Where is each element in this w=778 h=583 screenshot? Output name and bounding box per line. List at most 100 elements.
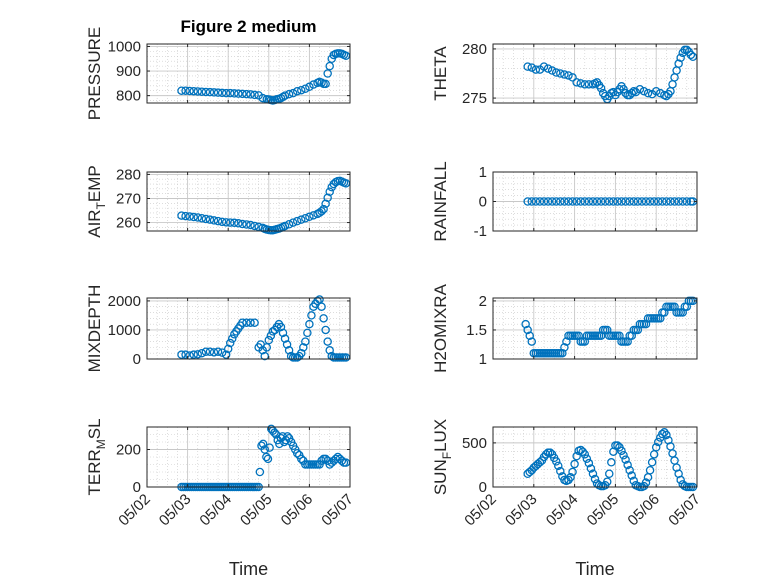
data-point [181, 211, 190, 221]
data-point [181, 350, 190, 359]
data-point [319, 314, 328, 323]
data-point [238, 89, 247, 99]
data-point [264, 335, 274, 345]
data-point [317, 456, 326, 465]
data-point [270, 428, 279, 437]
y-tick-label: -1 [474, 223, 487, 240]
data-point [284, 220, 294, 229]
data-point [258, 439, 268, 449]
data-point [556, 466, 565, 476]
data-point [221, 350, 231, 359]
data-point [230, 89, 239, 98]
data-series [177, 49, 351, 105]
data-point [623, 337, 632, 346]
data-point [193, 213, 202, 222]
data-point [523, 62, 532, 71]
x-tick-label: 05/07 [318, 491, 357, 530]
axes-box [146, 297, 351, 360]
data-point [602, 477, 612, 486]
data-point [325, 187, 334, 196]
data-point [617, 446, 626, 456]
data-point [633, 197, 643, 206]
data-point [639, 86, 649, 96]
data-point [225, 338, 235, 348]
data-point [197, 87, 207, 96]
data-point [621, 197, 630, 206]
data-point [238, 219, 247, 229]
data-point [607, 458, 616, 467]
data-point [305, 82, 314, 92]
y-tick-label: 1 [479, 164, 487, 181]
data-point [523, 197, 532, 206]
data-point [321, 325, 330, 335]
data-point [305, 319, 314, 329]
data-point [568, 197, 577, 206]
data-point [551, 197, 561, 206]
data-point [541, 450, 551, 459]
data-point [193, 350, 202, 359]
data-point [531, 197, 541, 206]
data-point [651, 443, 661, 452]
data-point [189, 86, 198, 96]
data-point [225, 218, 235, 227]
data-point [658, 197, 667, 206]
axes-box [492, 426, 698, 488]
data-point [205, 215, 215, 224]
data-point [301, 213, 310, 223]
data-point [670, 197, 679, 206]
data-point [617, 197, 626, 206]
data-point [297, 215, 306, 224]
y-tick-label: 800 [116, 88, 141, 105]
data-point [625, 465, 634, 475]
data-point [602, 325, 612, 335]
data-point [584, 458, 594, 468]
data-point [177, 86, 186, 95]
data-point [590, 474, 600, 484]
data-point [649, 197, 659, 206]
data-point [596, 197, 606, 206]
data-point [321, 454, 330, 464]
data-point [545, 448, 555, 457]
data-point [266, 331, 276, 341]
data-point [531, 65, 541, 74]
data-point [303, 328, 312, 338]
subplot-6: 1 1.5 2 H2OMIXRA [431, 283, 698, 373]
data-point [662, 91, 671, 101]
data-point [292, 448, 302, 458]
data-point [297, 454, 306, 464]
data-point [323, 337, 332, 346]
data-point [535, 197, 545, 206]
data-point [527, 197, 537, 206]
data-point [234, 219, 243, 228]
data-point [263, 454, 273, 464]
x-tick-label: 05/05 [237, 491, 276, 530]
data-point [653, 437, 663, 447]
data-point [580, 337, 590, 346]
data-point [527, 63, 537, 72]
data-point [596, 84, 606, 93]
data-point [543, 197, 553, 206]
data-point [323, 69, 332, 78]
data-point [288, 88, 298, 98]
data-point [674, 197, 683, 206]
data-point [523, 325, 532, 335]
data-point [643, 88, 653, 98]
data-point [246, 318, 255, 327]
data-point [580, 197, 590, 206]
data-point [521, 319, 530, 329]
data-point [325, 61, 334, 71]
data-point [596, 331, 606, 341]
data-point [539, 197, 549, 206]
data-point [560, 343, 569, 352]
data-point [576, 197, 585, 206]
data-point [284, 89, 294, 99]
data-point [258, 93, 267, 103]
y-tick-label: 900 [116, 63, 141, 80]
data-point [201, 87, 211, 97]
data-series [521, 296, 698, 358]
data-point [660, 428, 669, 437]
data-point [225, 88, 235, 98]
data-point [651, 86, 661, 96]
data-point [633, 325, 643, 335]
